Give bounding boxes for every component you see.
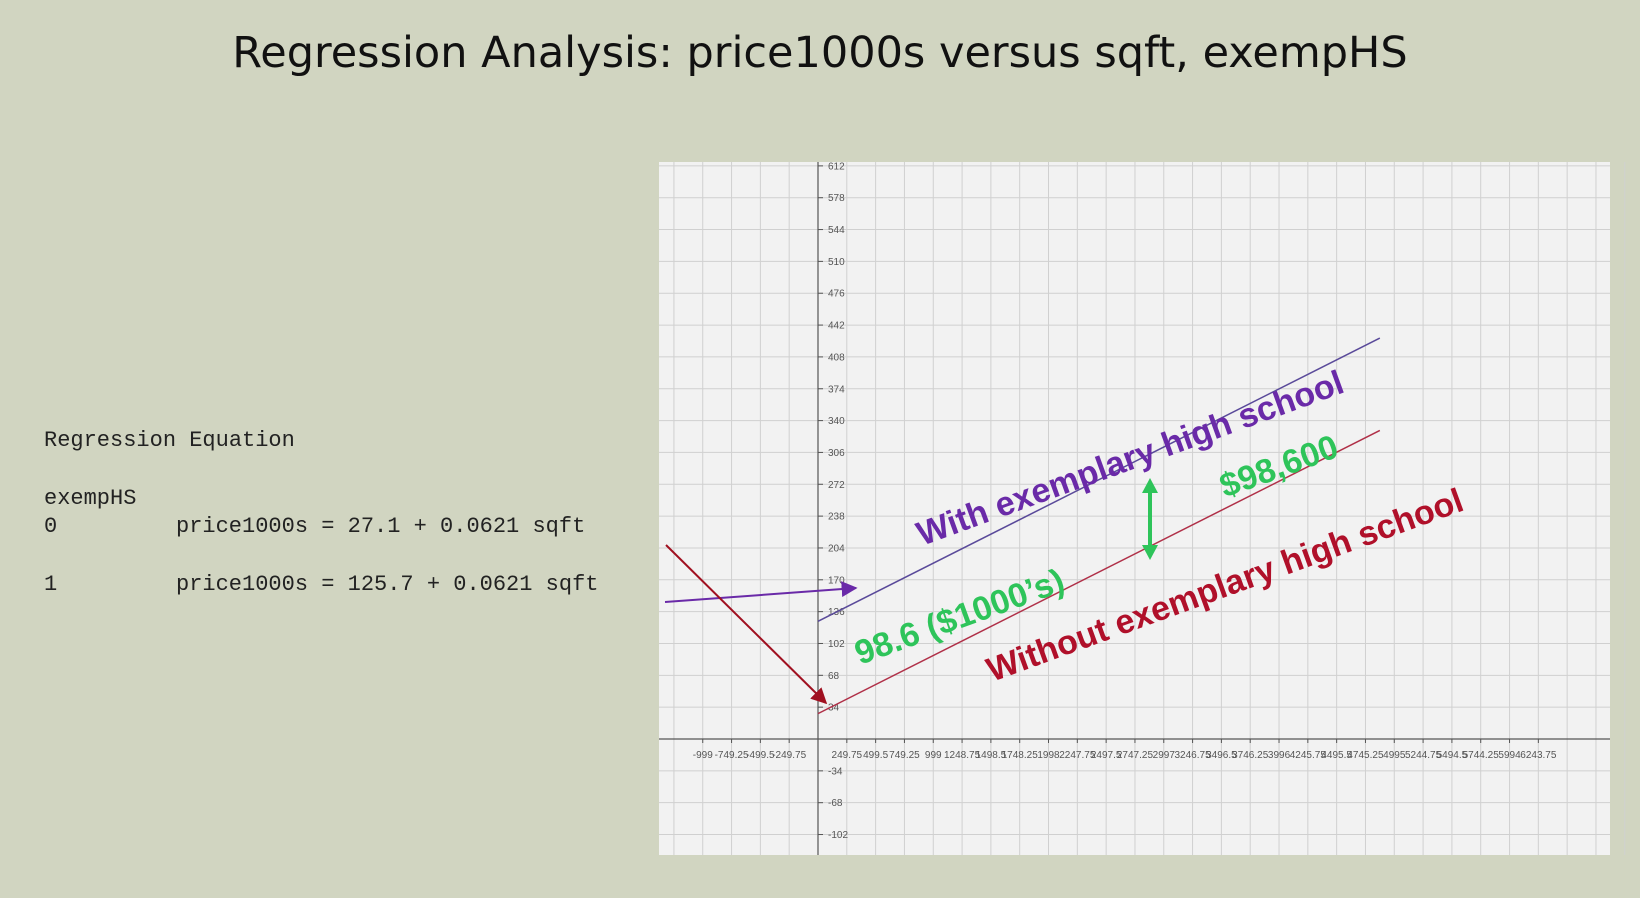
y-tick-label: -68 bbox=[828, 798, 843, 809]
x-tick-label: 4745.25 bbox=[1347, 750, 1384, 761]
level-1-label: 1 bbox=[44, 572, 58, 597]
equation-1: price1000s = 125.7 + 0.0621 sqft bbox=[176, 572, 599, 597]
x-tick-label: 1248.75 bbox=[944, 750, 981, 761]
x-tick-label: 4245.75 bbox=[1290, 750, 1327, 761]
series-line-with-exemplary bbox=[817, 337, 1381, 622]
x-tick-label: 5994 bbox=[1498, 750, 1521, 761]
y-tick-label: -102 bbox=[828, 830, 848, 841]
x-tick-label: -499.5 bbox=[746, 750, 775, 761]
y-tick-label: 340 bbox=[828, 416, 845, 427]
y-tick-label: 544 bbox=[828, 225, 845, 236]
x-tick-label: 5494.5 bbox=[1437, 750, 1468, 761]
equation-0: price1000s = 27.1 + 0.0621 sqft bbox=[176, 514, 586, 539]
difference-arrow-head-bottom bbox=[1142, 545, 1158, 560]
x-tick-label: 5744.25 bbox=[1463, 750, 1500, 761]
y-tick-label: 34 bbox=[828, 703, 840, 714]
x-tick-label: 2497.5 bbox=[1091, 750, 1122, 761]
level-0-label: 0 bbox=[44, 514, 58, 539]
y-tick-label: 612 bbox=[828, 161, 845, 172]
x-tick-label: 3746.25 bbox=[1232, 750, 1269, 761]
difference-arrow-head-top bbox=[1142, 478, 1158, 493]
variable-label: exempHS bbox=[44, 486, 137, 511]
x-tick-label: 2747.25 bbox=[1117, 750, 1154, 761]
x-tick-label: 1498.5 bbox=[976, 750, 1007, 761]
y-tick-label: 408 bbox=[828, 352, 845, 363]
x-tick-label: 499.5 bbox=[863, 750, 888, 761]
x-tick-label: -249.75 bbox=[772, 750, 806, 761]
y-tick-label: 68 bbox=[828, 671, 840, 682]
y-tick-label: 306 bbox=[828, 448, 845, 459]
arrow-to-with-line bbox=[664, 581, 858, 603]
x-tick-label: 3246.75 bbox=[1175, 750, 1212, 761]
x-tick-label: 4495.5 bbox=[1321, 750, 1352, 761]
x-tick-label: -999 bbox=[693, 750, 713, 761]
x-tick-label: 1748.25 bbox=[1002, 750, 1039, 761]
y-tick-label: 102 bbox=[828, 639, 845, 650]
equation-heading: Regression Equation bbox=[44, 428, 295, 453]
page-title: Regression Analysis: price1000s versus s… bbox=[232, 28, 1408, 78]
x-tick-label: 3996 bbox=[1268, 750, 1291, 761]
series-line-without-exemplary bbox=[817, 429, 1381, 715]
y-tick-label: -34 bbox=[828, 766, 843, 777]
y-tick-label: 272 bbox=[828, 480, 845, 491]
x-tick-label: 1998 bbox=[1037, 750, 1060, 761]
y-tick-label: 442 bbox=[828, 321, 845, 332]
y-tick-label: 374 bbox=[828, 384, 845, 395]
y-tick-label: 476 bbox=[828, 289, 845, 300]
arrow-to-without-line bbox=[665, 544, 828, 705]
y-tick-label: 510 bbox=[828, 257, 845, 268]
x-tick-label: 249.75 bbox=[832, 750, 863, 761]
x-tick-label: 2997 bbox=[1153, 750, 1176, 761]
x-tick-label: 2247.75 bbox=[1059, 750, 1096, 761]
x-tick-label: 999 bbox=[925, 750, 942, 761]
x-tick-label: 6243.75 bbox=[1520, 750, 1557, 761]
x-tick-label: -749.25 bbox=[715, 750, 749, 761]
x-tick-label: 749.25 bbox=[889, 750, 920, 761]
y-tick-label: 170 bbox=[828, 575, 845, 586]
x-tick-label: 4995 bbox=[1383, 750, 1406, 761]
y-tick-label: 204 bbox=[828, 543, 845, 554]
x-tick-label: 3496.5 bbox=[1206, 750, 1237, 761]
x-tick-label: 5244.75 bbox=[1405, 750, 1442, 761]
y-tick-label: 238 bbox=[828, 512, 845, 523]
y-tick-label: 578 bbox=[828, 193, 845, 204]
